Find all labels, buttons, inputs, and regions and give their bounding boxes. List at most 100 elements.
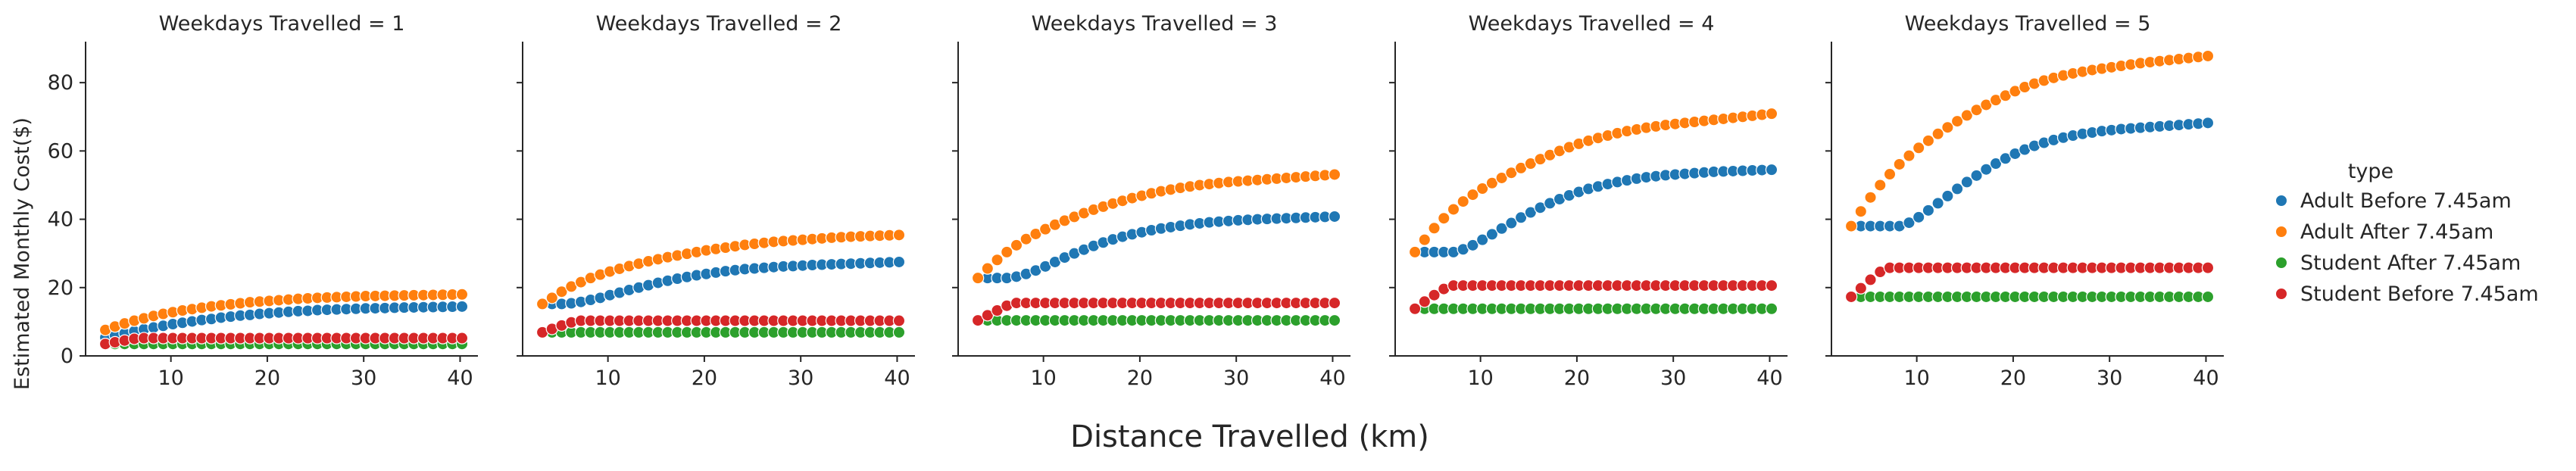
x-tick-label: 30 [1223,367,1249,390]
data-point [971,271,985,285]
series-student-after-7-45am [1408,302,1778,315]
data-point [1495,222,1508,235]
data-point [1844,290,1858,304]
data-point [1505,217,1518,229]
data-point [555,285,568,298]
data-point [1495,171,1508,185]
data-point [1466,239,1479,252]
x-tick-label: 30 [2097,367,2122,390]
x-tick-label: 20 [2000,367,2026,390]
data-point [1970,104,1983,117]
data-point [1989,157,2003,170]
data-point [545,292,559,304]
data-point [1931,127,1944,140]
facet-title: Weekdays Travelled = 5 [1905,12,2151,36]
x-tick-label: 30 [1660,367,1686,390]
facet-title: Weekdays Travelled = 1 [159,12,405,36]
legend-item: Adult After 7.45am [2275,220,2493,244]
data-point [455,288,469,301]
data-point [1854,282,1868,295]
data-point [991,254,1004,267]
series-student-before-7-45am [1844,261,2215,304]
data-point [455,300,469,313]
x-tick-label: 20 [1127,367,1153,390]
series-adult-before-7-45am [1408,163,1778,259]
data-point [1475,182,1489,195]
x-tick-label: 40 [1319,367,1345,390]
facet-panel-1: Weekdays Travelled = 1 0 20 40 60 80 10 20 30 40 [48,12,478,390]
data-point [1960,109,1974,122]
series-adult-after-7-45am [98,288,469,336]
series-student-before-7-45am [1408,279,1778,315]
x-tick-label: 10 [595,367,620,390]
x-tick-label: 20 [692,367,717,390]
data-point [1328,210,1341,223]
data-point [1514,211,1528,224]
data-point [1475,233,1489,246]
legend-label: Student Before 7.45am [2300,282,2539,306]
y-tick-label: 20 [48,276,73,300]
data-point [1408,302,1422,315]
series-adult-before-7-45am [971,210,1341,285]
data-point [1950,182,1964,195]
x-tick-label: 20 [1564,367,1590,390]
x-tick-label: 10 [1903,367,1929,390]
data-point [1418,295,1432,308]
data-point [1328,296,1341,310]
x-tick-label: 40 [1756,367,1782,390]
data-point [1864,191,1877,204]
data-point [1428,289,1441,301]
x-tick-label: 30 [351,367,376,390]
series-student-after-7-45am [971,313,1341,327]
series-student-before-7-45am [535,314,906,339]
facet-panel-2: Weekdays Travelled = 2 10 20 30 40 [517,12,915,390]
legend: type Adult Before 7.45am Adult After 7.45… [2275,160,2539,306]
data-point [1854,204,1868,218]
data-point [1912,211,1925,224]
series-adult-after-7-45am [1844,49,2215,232]
x-tick-label: 30 [788,367,813,390]
data-point [1903,149,1916,162]
data-point [1457,195,1469,208]
data-point [1485,176,1499,189]
legend-item: Adult Before 7.45am [2275,189,2512,213]
data-point [535,298,549,310]
facet-title: Weekdays Travelled = 2 [596,12,842,36]
legend-marker [2275,256,2288,270]
data-point [1765,163,1778,176]
data-point [892,314,906,327]
data-point [2201,117,2215,129]
data-point [1931,197,1944,210]
legend-label: Adult After 7.45am [2300,220,2493,244]
legend-marker [2275,225,2288,239]
x-tick-label: 40 [884,367,910,390]
data-point [892,255,906,269]
data-point [1765,302,1778,315]
data-point [1922,134,1935,148]
series-student-after-7-45am [535,326,906,339]
y-tick-label: 40 [48,208,73,232]
data-point [971,313,985,327]
data-point [1844,220,1858,232]
legend-item: Student After 7.45am [2275,251,2521,275]
legend-item: Student Before 7.45am [2275,282,2539,306]
x-axis-label: Distance Travelled (km) [1070,420,1429,454]
legend-title: type [2348,160,2393,183]
legend-label: Adult Before 7.45am [2300,189,2512,213]
data-point [1765,107,1778,120]
data-point [1864,273,1877,286]
data-point [1883,167,1897,181]
data-point [1893,158,1906,171]
facet-panel-3: Weekdays Travelled = 3 10 20 30 40 [952,12,1350,390]
data-point [1001,245,1013,259]
data-point [2201,49,2215,63]
x-tick-label: 40 [447,367,473,390]
legend-items: Adult Before 7.45am Adult After 7.45am Stu… [2275,189,2539,306]
data-point [1941,121,1954,134]
data-point [1874,179,1887,192]
legend-marker [2275,194,2288,207]
x-tick-label: 10 [158,367,183,390]
